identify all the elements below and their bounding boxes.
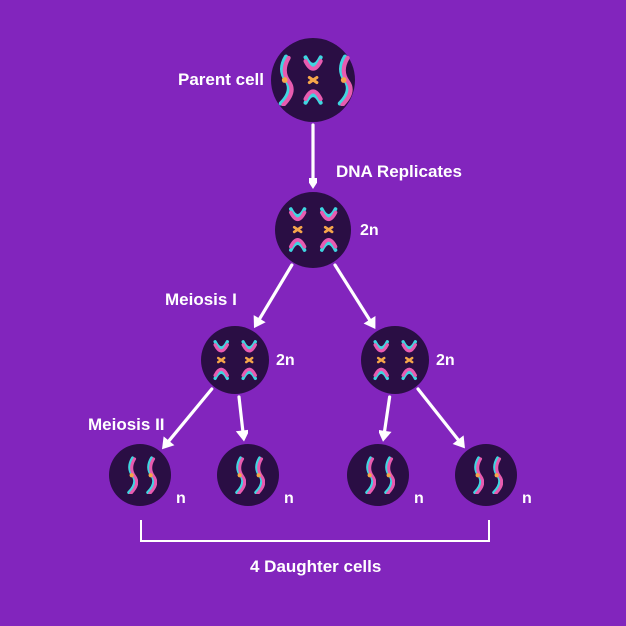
label-replicate: DNA Replicates [336,162,462,182]
cell-row0-0 [271,38,355,122]
label-ploidy-r3b: n [284,490,294,508]
label-ploidy-r2a: 2n [276,352,295,370]
arrow [158,385,216,453]
arrow [379,393,394,446]
cell-row3-3 [455,444,517,506]
arrow [235,393,248,445]
label-ploidy-r2b: 2n [436,352,455,370]
label-ploidy-r3d: n [522,490,532,508]
label-ploidy-r3c: n [414,490,424,508]
label-parent: Parent cell [174,70,264,90]
cell-row3-0 [109,444,171,506]
label-meiosis-1: Meiosis I [165,290,237,310]
label-meiosis-2: Meiosis II [88,415,165,435]
cell-row3-2 [347,444,409,506]
daughter-bracket [140,520,490,542]
label-ploidy-r3a: n [176,490,186,508]
arrow [331,261,379,333]
cell-row1-0 [275,192,351,268]
cell-row2-1 [361,326,429,394]
label-ploidy-r1: 2n [360,222,379,240]
meiosis-diagram: Parent cell DNA Replicates Meiosis I Meiosi… [0,0,626,626]
arrow [309,121,317,193]
cell-row2-0 [201,326,269,394]
label-daughters: 4 Daughter cells [250,557,381,577]
cell-row3-1 [217,444,279,506]
arrow [250,261,296,332]
arrow [414,385,469,452]
